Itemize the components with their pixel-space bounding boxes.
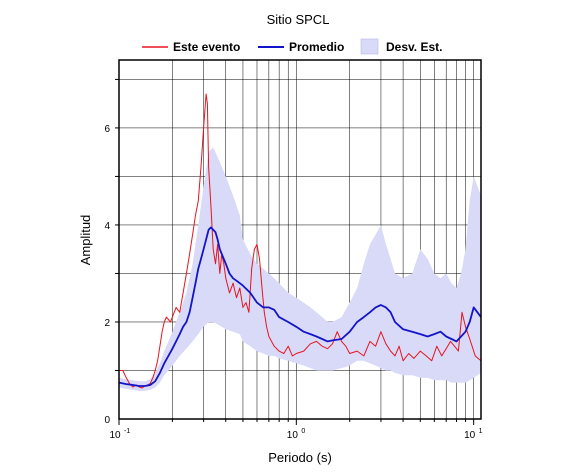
y-tick-label: 6	[104, 124, 110, 135]
legend-mean-label: Promedio	[289, 40, 344, 54]
chart-title: Sitio SPCL	[267, 12, 330, 27]
x-tick-label: 10	[287, 430, 299, 441]
legend-std-label: Desv. Est.	[386, 40, 442, 54]
x-tick-label-exponent: 0	[301, 428, 305, 435]
y-axis-label: Amplitud	[78, 215, 93, 266]
legend-std-swatch	[360, 38, 379, 55]
event-series-line	[119, 93, 481, 389]
std-band-layer	[119, 147, 481, 391]
x-tick-label: 10	[464, 430, 476, 441]
x-tick-label-exponent: 1	[479, 428, 483, 435]
mean-series-line	[119, 226, 481, 387]
plot-frame	[118, 59, 482, 420]
legend: Este evento Promedio Desv. Est.	[142, 38, 442, 55]
y-tick-label: 4	[104, 221, 110, 232]
y-tick-label: 2	[104, 318, 110, 329]
series-layer	[119, 93, 481, 389]
legend-event-label: Este evento	[173, 40, 240, 54]
std-band-area	[119, 147, 481, 391]
y-tick-label: 0	[104, 415, 110, 426]
x-tick-label-exponent: -1	[124, 428, 130, 435]
x-axis-label: Periodo (s)	[268, 450, 332, 465]
x-tick-label: 10	[109, 430, 121, 441]
